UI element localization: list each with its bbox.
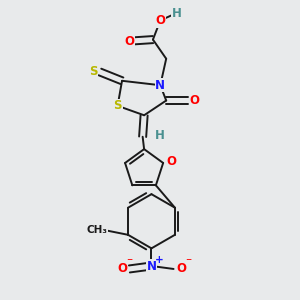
Text: CH₃: CH₃ bbox=[87, 225, 108, 236]
Text: O: O bbox=[124, 34, 134, 48]
Text: S: S bbox=[89, 65, 98, 79]
Text: +: + bbox=[155, 254, 164, 265]
Text: N: N bbox=[146, 260, 157, 272]
Text: N: N bbox=[155, 79, 165, 92]
Text: ⁻: ⁻ bbox=[126, 256, 133, 269]
Text: O: O bbox=[176, 262, 186, 275]
Text: O: O bbox=[155, 14, 165, 27]
Text: S: S bbox=[113, 99, 122, 112]
Text: H: H bbox=[172, 7, 182, 20]
Text: O: O bbox=[190, 94, 200, 107]
Text: O: O bbox=[167, 155, 176, 168]
Text: ⁻: ⁻ bbox=[185, 256, 191, 269]
Text: H: H bbox=[155, 129, 165, 142]
Text: O: O bbox=[117, 262, 127, 275]
